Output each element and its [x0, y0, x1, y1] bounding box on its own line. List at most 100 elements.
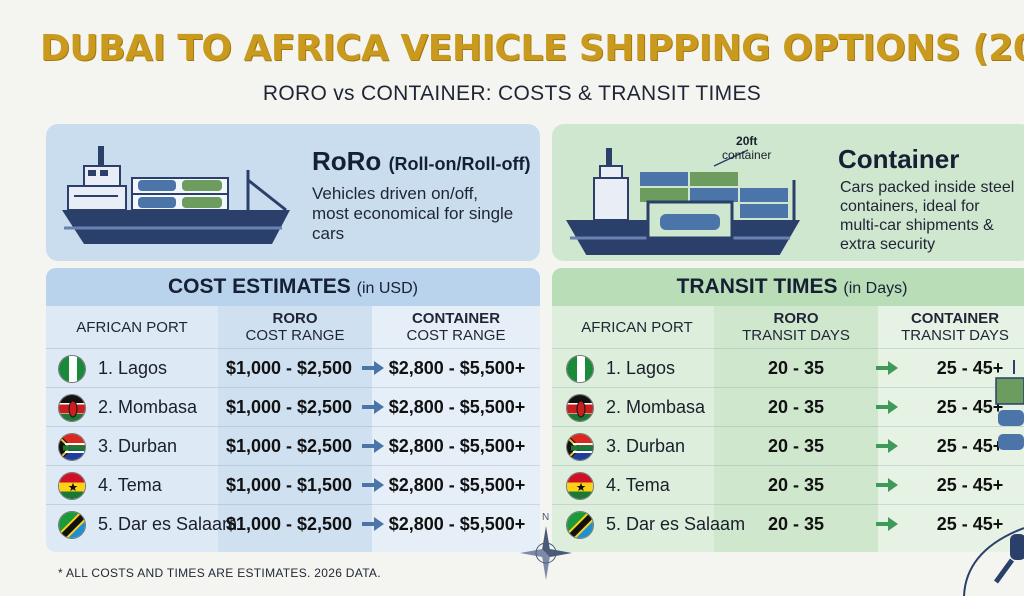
container-ship-icon	[566, 148, 800, 255]
transit-table-title: TRANSIT TIMES (in Days)	[552, 268, 1024, 306]
arrow-right-icon	[876, 517, 898, 536]
footnote: * ALL COSTS AND TIMES ARE ESTIMATES. 202…	[58, 566, 381, 580]
container-value: 25 - 45+	[936, 358, 1004, 378]
table-row: 4. Tema $1,000 - $1,500 $2,800 - $5,500+	[46, 465, 540, 504]
roro-name: RoRo	[312, 146, 382, 176]
container-value: $2,800 - $5,500+	[388, 475, 526, 495]
arrow-right-icon	[876, 478, 898, 497]
port-name: 3. Durban	[606, 436, 686, 456]
container-value: 25 - 45+	[936, 475, 1004, 495]
container-desc-line: Cars packed inside steel	[840, 179, 1015, 196]
arrow-right-icon	[362, 400, 384, 419]
table-row: 5. Dar es Salaam 20 - 35 25 - 45+	[552, 504, 1024, 543]
container-value: $2,800 - $5,500+	[388, 358, 526, 378]
port-name: 2. Mombasa	[98, 397, 198, 417]
arrow-right-icon	[362, 439, 384, 458]
port-name: 4. Tema	[606, 475, 670, 495]
arrow-right-icon	[876, 400, 898, 419]
container-desc-line: multi-car shipments &	[840, 217, 994, 234]
container-desc-line: containers, ideal for	[840, 198, 980, 215]
container-value: $2,800 - $5,500+	[388, 514, 526, 534]
page-subtitle: RORO vs CONTAINER: COSTS & TRANSIT TIMES	[262, 82, 762, 105]
port-name: 5. Dar es Salaam	[98, 514, 238, 534]
roro-value: 20 - 35	[767, 514, 825, 534]
port-name: 2. Mombasa	[606, 397, 706, 417]
port-name: 5. Dar es Salaam	[606, 514, 746, 534]
transit-table: TRANSIT TIMES (in Days) AFRICAN PORT ROR…	[552, 268, 1024, 552]
cost-header-port: AFRICAN PORT	[76, 318, 188, 336]
compass-icon: N	[518, 512, 574, 582]
table-row: 3. Durban $1,000 - $2,500 $2,800 - $5,500+	[46, 426, 540, 465]
container-description: Cars packed inside steel containers, ide…	[840, 178, 1014, 254]
nigeria-flag-icon	[58, 355, 86, 383]
roro-desc-line: cars	[312, 224, 345, 243]
arrow-right-icon	[362, 361, 384, 380]
kenya-flag-icon	[566, 394, 594, 422]
container-value: $2,800 - $5,500+	[388, 397, 526, 417]
roro-heading: RoRo (Roll-on/Roll-off)	[312, 146, 531, 177]
container-value: 25 - 45+	[936, 514, 1004, 534]
cost-table-title: COST ESTIMATES (in USD)	[46, 268, 540, 306]
container-heading: Container	[838, 144, 960, 174]
key-icon	[963, 527, 1024, 596]
ghana-flag-icon	[58, 472, 86, 500]
port-name: 3. Durban	[98, 436, 178, 456]
roro-value: 20 - 35	[767, 475, 825, 495]
roro-value: $1,000 - $2,500	[225, 436, 353, 456]
roro-value: $1,000 - $2,500	[225, 358, 353, 378]
roro-value: 20 - 35	[767, 436, 825, 456]
port-name: 1. Lagos	[606, 358, 676, 378]
roro-full-name: (Roll-on/Roll-off)	[388, 154, 531, 174]
cost-header-roro: RORO COST RANGE	[245, 310, 345, 344]
cost-header-container: CONTAINER COST RANGE	[406, 310, 506, 344]
cost-title-unit: (in USD)	[356, 280, 418, 297]
container-desc-line: extra security	[840, 236, 936, 253]
arrow-right-icon	[876, 361, 898, 380]
compass-north-label: N	[542, 512, 550, 523]
roro-desc-line: Vehicles driven on/off,	[312, 184, 479, 203]
kenya-flag-icon	[58, 394, 86, 422]
port-name: 1. Lagos	[98, 358, 168, 378]
table-row: 4. Tema 20 - 35 25 - 45+	[552, 465, 1024, 504]
transit-title-unit: (in Days)	[843, 280, 908, 297]
container-value: 25 - 45+	[936, 436, 1004, 456]
roro-value: 20 - 35	[767, 397, 825, 417]
container-tag-label: container	[722, 148, 772, 162]
roro-value: 20 - 35	[767, 358, 825, 378]
arrow-right-icon	[362, 478, 384, 497]
arrow-right-icon	[362, 517, 384, 536]
nigeria-flag-icon	[566, 355, 594, 383]
tanzania-flag-icon	[58, 511, 86, 539]
transit-header-container: CONTAINER TRANSIT DAYS	[901, 310, 1009, 344]
roro-value: $1,000 - $2,500	[225, 514, 353, 534]
container-tag-size: 20ft	[736, 134, 758, 148]
cost-table: COST ESTIMATES (in USD) AFRICAN PORT ROR…	[46, 268, 540, 552]
table-row: 1. Lagos $1,000 - $2,500 $2,800 - $5,500+	[46, 348, 540, 387]
roro-ship-icon	[62, 146, 290, 244]
south-africa-flag-icon	[58, 433, 86, 461]
table-row: 1. Lagos 20 - 35 25 - 45+	[552, 348, 1024, 387]
page-title: DUBAI TO AFRICA VEHICLE SHIPPING OPTIONS…	[40, 28, 1024, 69]
table-row: 2. Mombasa $1,000 - $2,500 $2,800 - $5,500…	[46, 387, 540, 426]
container-value: $2,800 - $5,500+	[388, 436, 526, 456]
transit-header-port: AFRICAN PORT	[581, 318, 693, 336]
transit-header-roro: RORO TRANSIT DAYS	[742, 310, 850, 344]
container-value: 25 - 45+	[936, 397, 1004, 417]
roro-value: $1,000 - $1,500	[225, 475, 353, 495]
roro-panel: RoRo (Roll-on/Roll-off) Vehicles driven …	[46, 124, 540, 261]
roro-desc-line: most economical for single	[312, 204, 514, 223]
table-row: 5. Dar es Salaam $1,000 - $2,500 $2,800 - …	[46, 504, 540, 543]
port-name: 4. Tema	[98, 475, 162, 495]
ghana-flag-icon	[566, 472, 594, 500]
roro-description: Vehicles driven on/off, most economical …	[312, 184, 513, 244]
container-tag: 20ft container	[722, 134, 771, 162]
container-panel: 20ft container Container Cars packed ins…	[552, 124, 1024, 261]
roro-value: $1,000 - $2,500	[225, 397, 353, 417]
transit-title-text: TRANSIT TIMES	[676, 275, 838, 298]
south-africa-flag-icon	[566, 433, 594, 461]
table-row: 2. Mombasa 20 - 35 25 - 45+	[552, 387, 1024, 426]
stack-icon	[995, 360, 1024, 450]
cost-title-text: COST ESTIMATES	[168, 275, 351, 298]
arrow-right-icon	[876, 439, 898, 458]
table-row: 3. Durban 20 - 35 25 - 45+	[552, 426, 1024, 465]
